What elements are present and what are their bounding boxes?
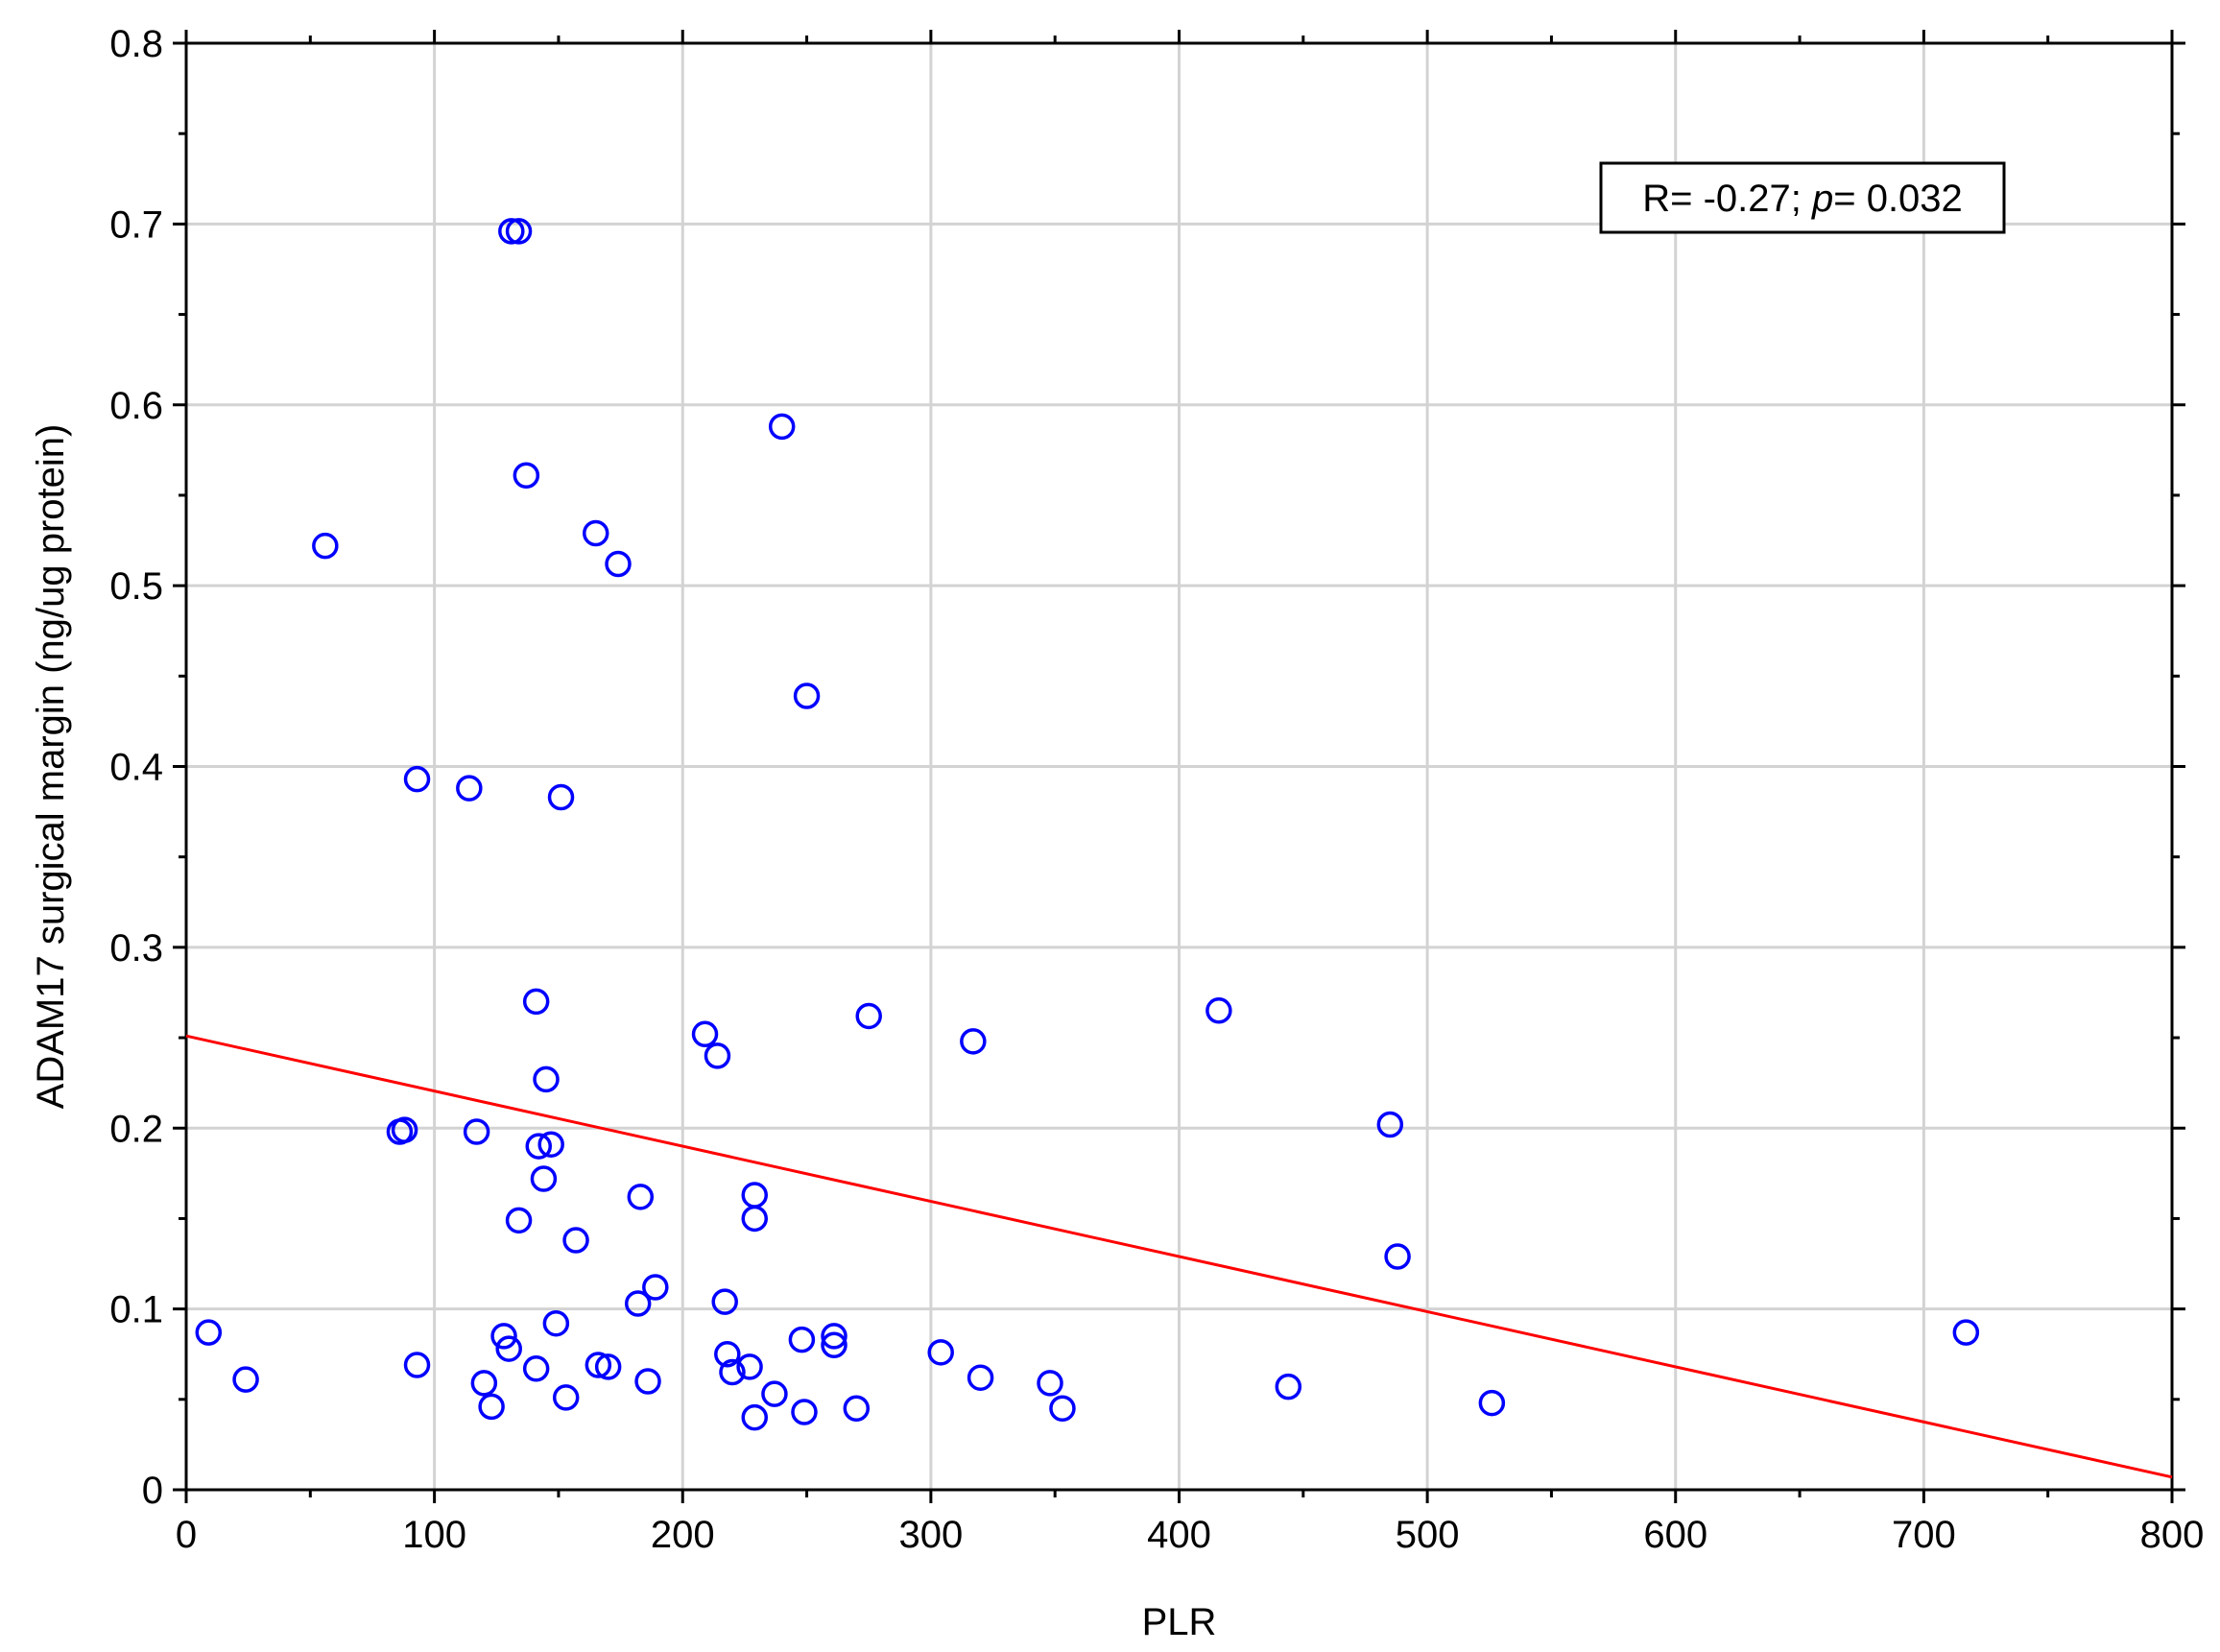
x-tick-label: 800 xyxy=(2140,1514,2205,1556)
data-point xyxy=(642,1274,669,1301)
data-point xyxy=(1478,1389,1506,1417)
data-point xyxy=(547,783,575,811)
data-point xyxy=(741,1205,769,1233)
data-point xyxy=(537,1131,564,1158)
x-tick-label: 300 xyxy=(899,1514,964,1556)
data-point xyxy=(463,1118,490,1145)
x-axis-label: PLR xyxy=(1142,1601,1217,1643)
data-point xyxy=(793,682,821,709)
data-point xyxy=(927,1339,954,1366)
annotation-suffix: = 0.032 xyxy=(1833,178,1963,220)
data-point xyxy=(1049,1395,1076,1422)
data-point xyxy=(495,1335,522,1362)
data-point xyxy=(470,1370,498,1397)
data-point xyxy=(1384,1243,1411,1270)
data-point xyxy=(522,1355,550,1382)
y-tick-label: 0.6 xyxy=(109,385,163,427)
data-point xyxy=(967,1364,994,1391)
data-point xyxy=(490,1323,517,1350)
data-point xyxy=(525,1133,552,1160)
data-point xyxy=(403,1352,431,1378)
data-point xyxy=(711,1288,738,1315)
y-tick-label: 0.7 xyxy=(109,204,163,246)
x-tick-label: 200 xyxy=(651,1514,715,1556)
correlation-annotation: R= -0.27; p= 0.032 xyxy=(1599,161,2006,234)
data-point xyxy=(312,532,339,560)
annotation-box xyxy=(1599,161,2006,234)
x-tick-label: 100 xyxy=(402,1514,466,1556)
data-point xyxy=(736,1353,763,1380)
data-point xyxy=(741,1403,769,1431)
axis-ticks: 0 100 200 300 400 500 600 700 800 0 0.1 0.2 0.3 0.4 0.… xyxy=(109,23,2204,1556)
data-point xyxy=(498,218,525,245)
data-point xyxy=(513,462,540,489)
data-point xyxy=(530,1165,558,1192)
data-point xyxy=(960,1028,987,1055)
data-point xyxy=(582,519,609,547)
data-point xyxy=(505,1207,533,1234)
y-axis-label: ADAM17 surgical margin (ng/ug protein) xyxy=(30,424,72,1110)
y-tick-label: 0.2 xyxy=(109,1108,163,1150)
data-point xyxy=(855,1002,882,1030)
y-tick-label: 0 xyxy=(142,1470,163,1512)
x-tick-label: 700 xyxy=(1892,1514,1956,1556)
data-point xyxy=(585,1352,612,1378)
data-point xyxy=(1952,1319,1980,1346)
data-point xyxy=(456,775,483,802)
y-tick-label: 0.1 xyxy=(109,1289,163,1331)
data-point xyxy=(788,1326,816,1353)
x-tick-label: 600 xyxy=(1643,1514,1707,1556)
data-point xyxy=(624,1290,652,1317)
data-point xyxy=(1205,997,1232,1024)
data-point xyxy=(627,1184,655,1210)
data-point xyxy=(719,1358,746,1386)
y-tick-label: 0.5 xyxy=(109,565,163,608)
y-tick-label: 0.8 xyxy=(109,23,163,65)
data-point xyxy=(552,1384,580,1411)
trend-line xyxy=(185,1034,2173,1479)
y-tick-label: 0.3 xyxy=(109,927,163,970)
data-point xyxy=(691,1020,719,1048)
data-point xyxy=(821,1331,847,1359)
data-point xyxy=(542,1309,570,1337)
data-point xyxy=(605,550,632,578)
data-point xyxy=(594,1353,622,1380)
data-point xyxy=(1275,1373,1302,1401)
data-point xyxy=(843,1395,871,1422)
data-point xyxy=(768,413,796,441)
data-point xyxy=(533,1065,560,1093)
data-point xyxy=(791,1399,818,1425)
x-tick-label: 400 xyxy=(1147,1514,1211,1556)
data-point xyxy=(391,1116,418,1143)
annotation-text: R= -0.27; p= 0.032 xyxy=(1642,178,1963,220)
data-point xyxy=(761,1380,788,1407)
data-point xyxy=(634,1368,661,1395)
data-point xyxy=(1037,1370,1063,1397)
y-tick-label: 0.4 xyxy=(109,747,163,789)
data-point xyxy=(704,1042,731,1069)
data-point xyxy=(403,765,431,793)
x-tick-label: 0 xyxy=(176,1514,197,1556)
annotation-prefix: R= -0.27; xyxy=(1642,178,1812,220)
data-points xyxy=(195,218,1980,1431)
data-point xyxy=(478,1393,505,1421)
x-tick-label: 500 xyxy=(1396,1514,1460,1556)
data-point xyxy=(232,1366,259,1393)
trend-line-group xyxy=(185,1034,2173,1479)
data-point xyxy=(522,988,550,1016)
data-point xyxy=(821,1323,847,1350)
data-point xyxy=(195,1319,223,1346)
data-point xyxy=(714,1340,741,1368)
data-point xyxy=(505,218,533,245)
annotation-p-symbol: p xyxy=(1811,178,1833,220)
data-point xyxy=(562,1227,589,1254)
data-point xyxy=(1376,1111,1404,1138)
